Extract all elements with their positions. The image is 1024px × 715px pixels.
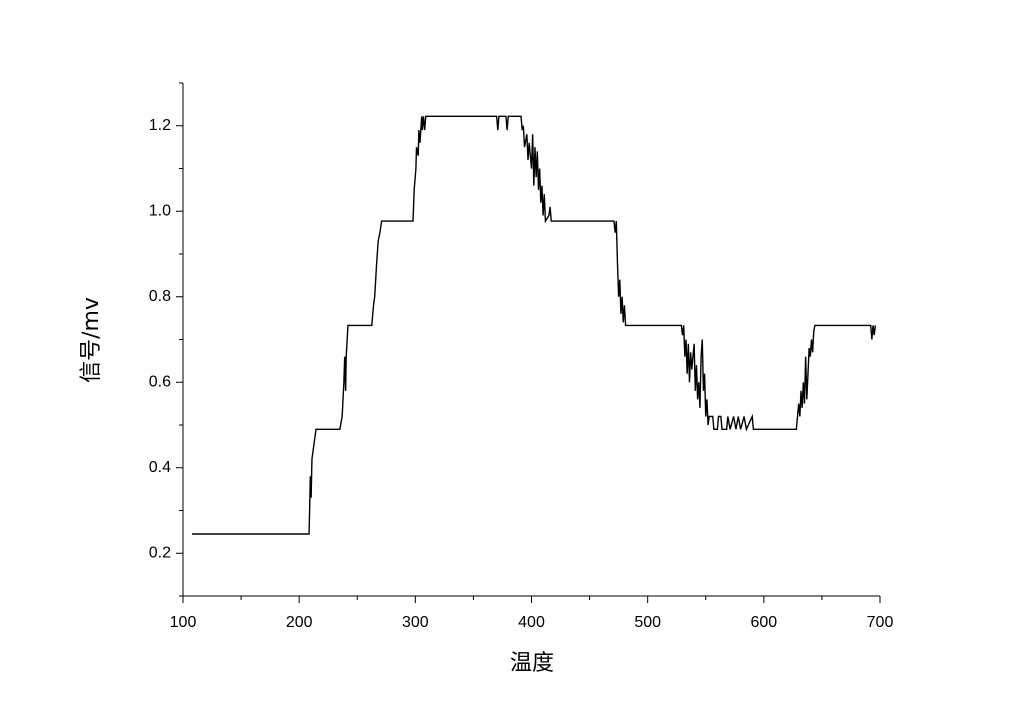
y-tick-label: 1.2 xyxy=(149,117,171,134)
y-tick-label: 0.6 xyxy=(149,373,171,390)
x-axis-label: 温度 xyxy=(510,651,554,676)
y-tick-label: 0.8 xyxy=(149,288,171,305)
y-axis-label: 信号/mv xyxy=(79,297,104,383)
y-tick-label: 0.2 xyxy=(149,544,171,561)
x-tick-label: 100 xyxy=(170,614,197,631)
x-tick-label: 700 xyxy=(867,614,894,631)
data-line xyxy=(191,115,877,535)
y-tick-label: 1.0 xyxy=(149,202,171,219)
y-tick-label: 0.4 xyxy=(149,459,171,476)
x-tick-label: 300 xyxy=(402,614,429,631)
x-tick-label: 200 xyxy=(286,614,313,631)
x-tick-label: 600 xyxy=(750,614,777,631)
x-tick-label: 500 xyxy=(634,614,661,631)
x-tick-label: 400 xyxy=(518,614,545,631)
